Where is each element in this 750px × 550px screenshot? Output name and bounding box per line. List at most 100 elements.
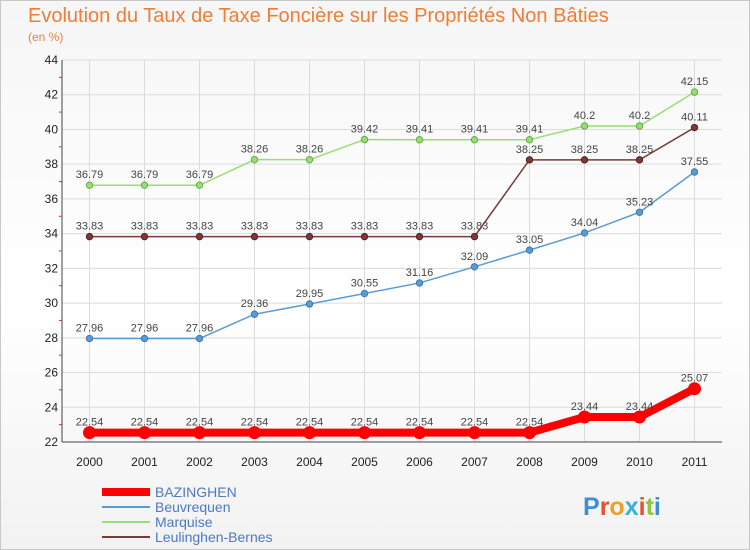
data-label: 38.25 [516,144,544,156]
data-label: 33.83 [186,221,214,233]
data-point [525,246,534,254]
data-label: 38.26 [296,144,324,156]
data-point [525,135,534,144]
data-point [250,155,259,164]
y-tick-label: 38 [45,157,59,171]
data-label: 27.96 [131,323,159,335]
data-label: 33.83 [296,221,324,233]
data-label: 37.55 [681,156,709,168]
x-tick-label: 2000 [76,455,103,469]
data-labels: 36.79 36.79 36.79 38.26 38.26 39.42 39.41 39.41… [76,76,709,429]
data-label: 22.54 [296,417,324,429]
x-tick-label: 2002 [186,455,213,469]
data-label: 33.83 [131,221,159,233]
data-label: 31.16 [406,267,434,279]
data-point [470,263,479,271]
data-label: 22.54 [516,417,544,429]
data-point [470,232,479,241]
series-line-bazinghen [85,384,699,437]
data-point [470,135,479,144]
data-label: 39.41 [516,124,544,136]
data-point [85,181,94,189]
series-layer [83,88,701,440]
data-point [360,289,369,298]
series-line-leulinghen-bernes [88,126,696,238]
y-tick-label: 42 [45,88,59,102]
y-tick-label: 44 [45,53,59,67]
x-tick-label: 2007 [461,455,488,469]
data-point [525,156,534,164]
legend: BAZINGHENBeuvrequenMarquiseLeulinghen-Be… [102,484,273,545]
data-point [195,334,204,343]
data-point [690,168,699,176]
data-label: 39.42 [351,124,379,136]
legend-label: BAZINGHEN [155,484,237,500]
data-label: 32.09 [461,251,489,263]
data-point [468,426,481,440]
data-point [140,334,149,343]
grid [62,59,722,443]
data-point [360,135,369,144]
data-point [140,181,149,189]
data-label: 36.79 [131,169,159,181]
legend-label: Leulinghen-Bernes [155,529,273,545]
data-point [635,122,644,130]
y-tick-label: 32 [45,261,59,275]
data-label: 33.83 [241,221,269,233]
data-point [415,279,424,287]
data-label: 38.25 [626,144,654,156]
data-label: 29.95 [296,288,324,300]
y-tick-label: 24 [45,400,59,414]
data-point [250,310,259,318]
data-point [690,123,699,132]
data-point [413,426,426,440]
data-label: 22.54 [131,417,159,429]
data-label: 39.41 [406,124,434,136]
data-point [305,155,314,164]
data-label: 40.2 [629,110,650,122]
data-point [250,232,259,241]
data-label: 33.83 [461,221,489,233]
data-label: 23.44 [571,401,599,413]
data-label: 36.79 [76,169,104,181]
y-tick-label: 22 [45,435,59,449]
data-label: 22.54 [406,417,434,429]
data-label: 30.55 [351,278,379,290]
data-label: 25.07 [681,373,709,385]
x-tick-label: 2004 [296,455,323,469]
data-point [195,232,204,241]
data-label: 33.05 [516,234,544,246]
x-tick-label: 2009 [571,455,598,469]
data-label: 38.25 [571,144,599,156]
data-label: 27.96 [186,323,214,335]
data-point [635,156,644,164]
data-point [303,426,316,440]
data-label: 22.54 [461,417,489,429]
y-tick-label: 26 [45,366,59,380]
data-label: 40.11 [681,112,708,124]
data-label: 36.79 [186,169,214,181]
x-tick-label: 2005 [351,455,378,469]
data-label: 38.26 [241,144,269,156]
data-label: 22.54 [186,417,214,429]
data-label: 33.83 [76,221,104,233]
y-tick-label: 34 [45,227,59,241]
data-label: 29.36 [241,298,269,310]
x-tick-label: 2006 [406,455,433,469]
x-tick-label: 2003 [241,455,268,469]
data-point [580,156,589,164]
data-point [195,181,204,189]
data-point [688,382,701,396]
x-tick-label: 2008 [516,455,543,469]
data-point [248,426,261,440]
data-point [193,426,206,440]
data-label: 27.96 [76,323,104,335]
data-point [140,232,149,241]
data-label: 22.54 [241,417,269,429]
data-point [83,426,96,440]
data-point [85,232,94,241]
data-label: 22.54 [351,417,379,429]
data-label: 33.83 [351,221,379,233]
